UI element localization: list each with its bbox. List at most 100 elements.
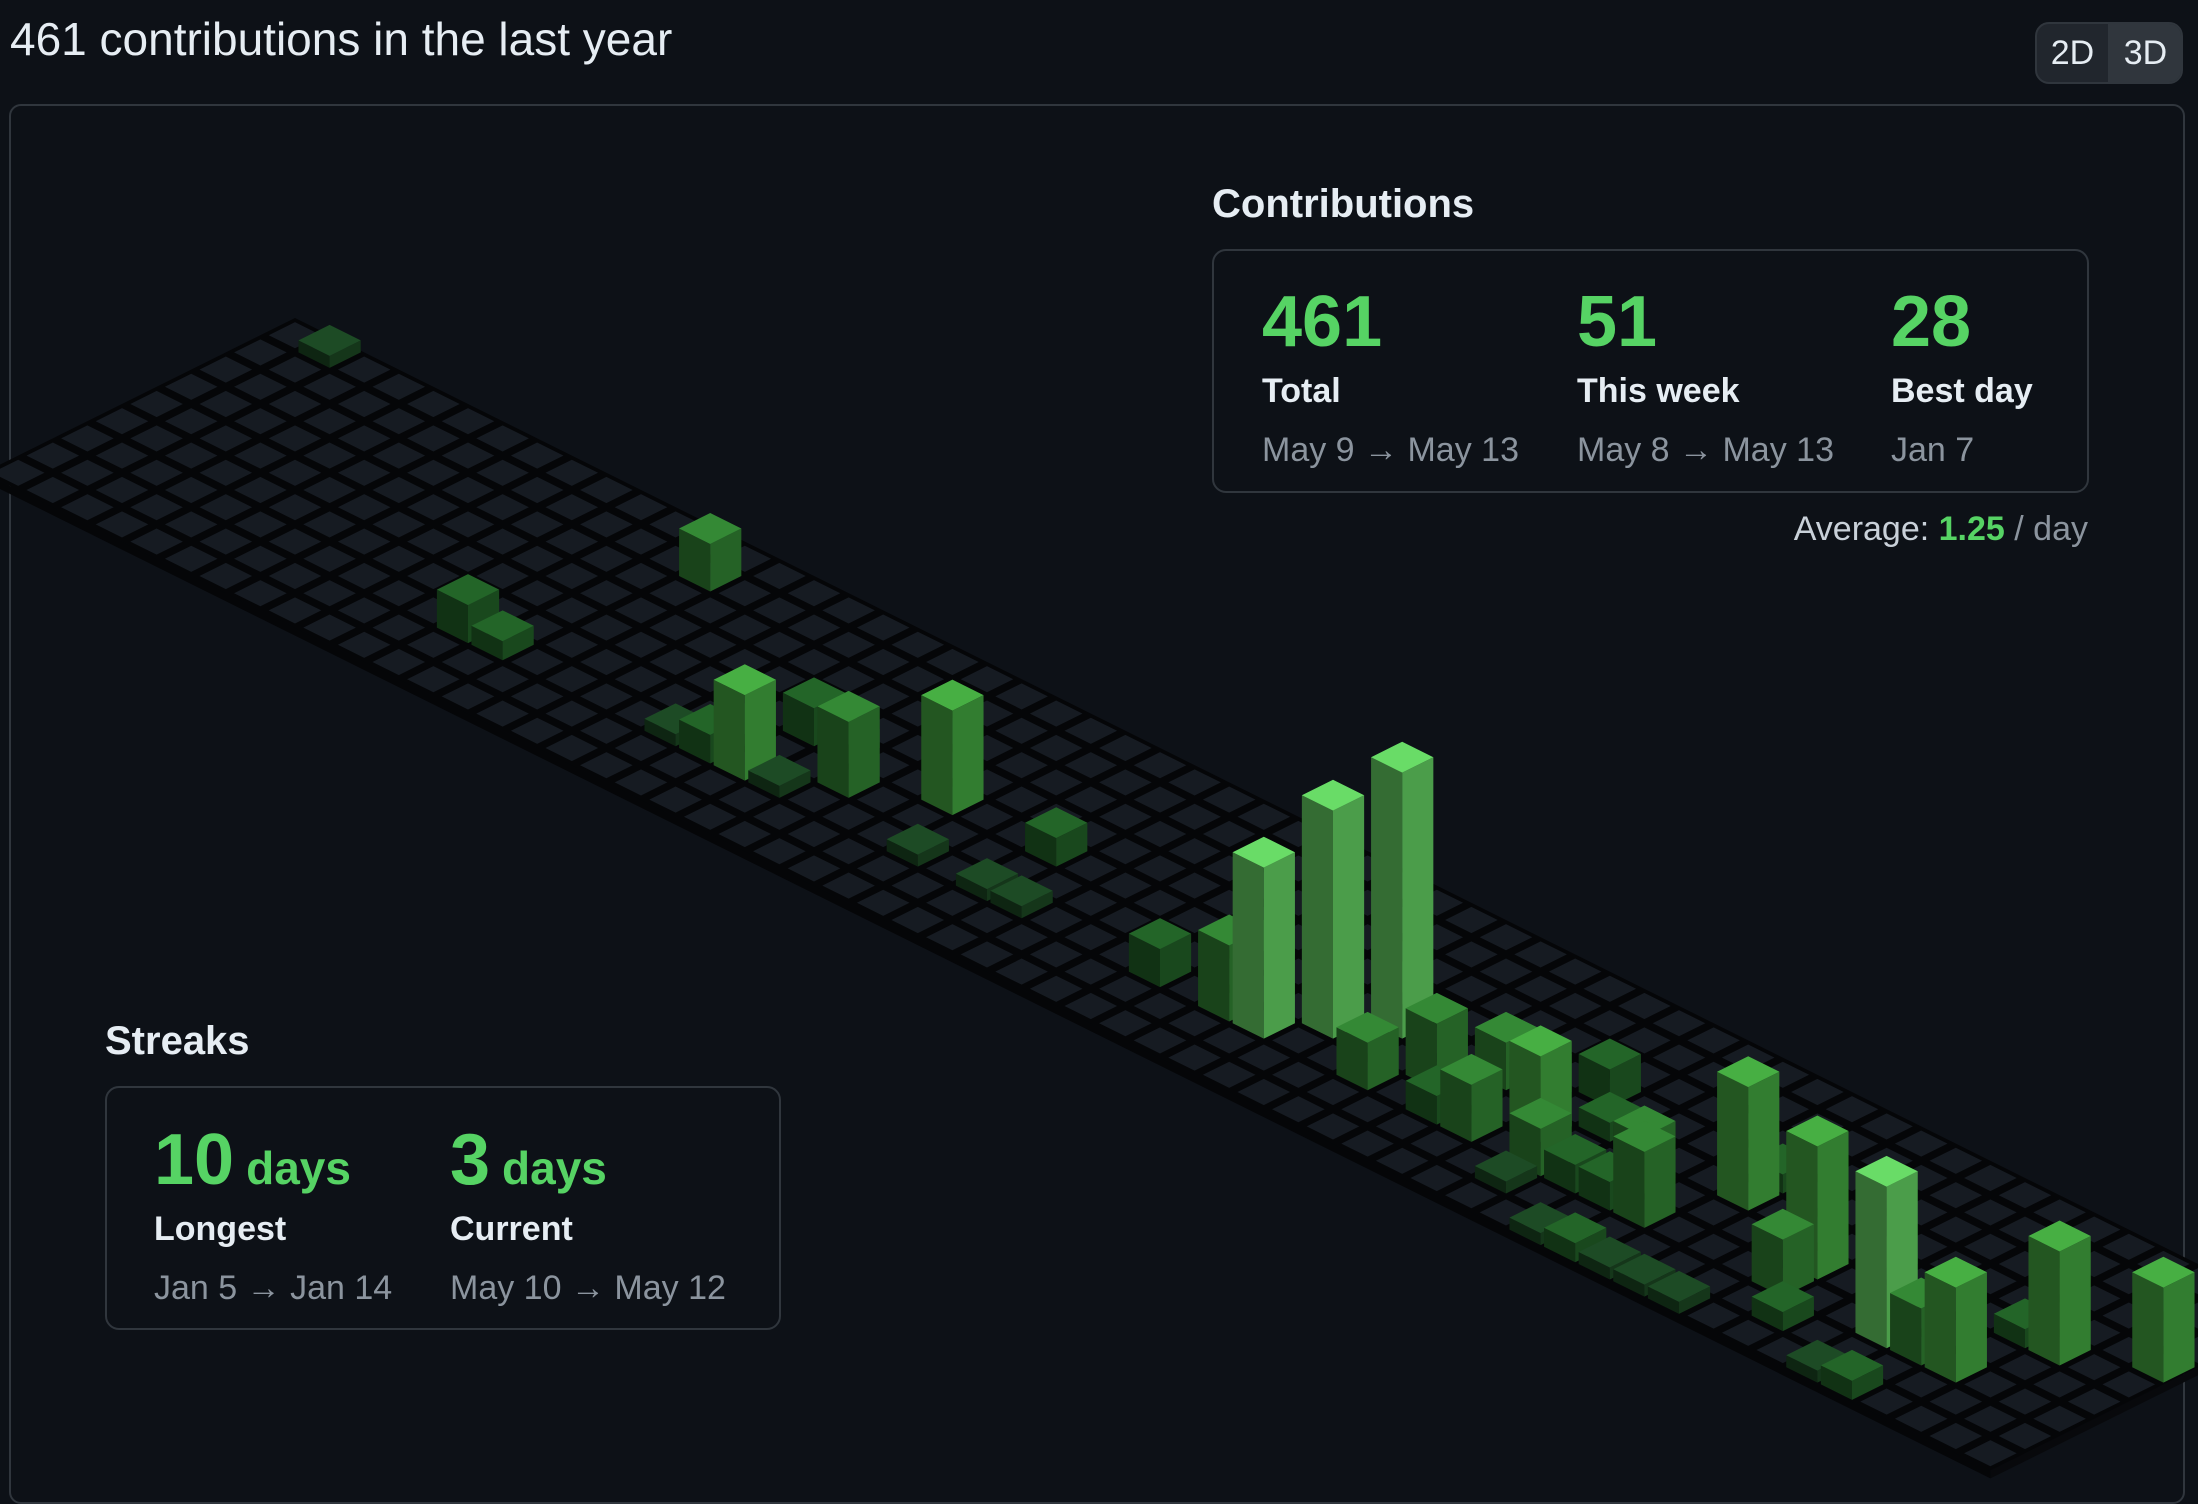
graph-tile — [718, 820, 772, 848]
best-day-stat: 28 Best day Jan 7 — [1891, 286, 2033, 470]
graph-tile — [1929, 1182, 1983, 1209]
graph-tile — [1029, 941, 1083, 968]
contribution-bar — [2132, 1256, 2195, 1383]
graph-tile — [510, 476, 564, 504]
contribution-bar — [1440, 1053, 1503, 1142]
graph-tile — [1133, 752, 1187, 779]
bar-face-front — [1647, 1286, 1679, 1314]
graph-tile — [1687, 1302, 1740, 1329]
longest-streak-range: Jan 5 → Jan 14 — [154, 1269, 393, 1307]
graph-tile — [407, 425, 460, 452]
graph-tile — [268, 494, 322, 521]
graph-tile — [476, 528, 529, 555]
contribution-bar — [1025, 807, 1088, 867]
graph-tile — [234, 511, 287, 538]
bar-face-side — [1506, 1166, 1538, 1194]
best-day-range: Jan 7 — [1891, 431, 1975, 469]
graph-tile — [1064, 992, 1118, 1020]
current-streak-value: 3 days — [450, 1124, 726, 1196]
bar-face-front — [713, 679, 745, 781]
graph-tile — [95, 408, 149, 435]
graph-tile — [1099, 838, 1152, 865]
total-label: Total — [1262, 372, 1341, 410]
graph-tile — [718, 580, 772, 607]
graph-tile — [234, 339, 287, 366]
graph-tile — [130, 459, 183, 486]
longest-streak-number: 10 — [154, 1120, 235, 1200]
graph-tile — [1168, 906, 1221, 934]
graph-tile — [303, 476, 356, 504]
graph-tile — [268, 390, 322, 418]
current-streak-unit: days — [502, 1142, 607, 1194]
graph-tile — [199, 390, 253, 418]
graph-tile — [995, 924, 1048, 951]
graph-tile — [1964, 1405, 2017, 1432]
graph-tile — [1064, 717, 1118, 744]
graph-tile — [1998, 1422, 2052, 1450]
graph-tile — [1133, 855, 1187, 882]
bar-face-front — [1890, 1293, 1922, 1366]
graph-tile — [1168, 769, 1221, 796]
graph-tile — [372, 545, 426, 572]
week-value: 51 — [1577, 282, 1658, 362]
bar-face-front — [1198, 930, 1230, 1022]
graph-tile — [995, 683, 1048, 710]
graph-tile — [1099, 1010, 1152, 1037]
bar-face-top — [298, 324, 361, 356]
graph-tile — [1687, 1130, 1740, 1157]
graph-tile — [1721, 1216, 1775, 1243]
toggle-2d-button[interactable]: 2D — [2050, 33, 2095, 72]
graph-tile — [1894, 1371, 1948, 1398]
bar-face-side — [1333, 795, 1365, 1039]
contribution-bar — [1301, 779, 1365, 1039]
graph-tile — [2033, 1371, 2086, 1398]
bar-face-side — [1367, 1027, 1399, 1091]
toggle-3d-button[interactable]: 3D — [2108, 24, 2181, 82]
graph-tile — [960, 803, 1014, 830]
graph-tile — [1099, 803, 1152, 830]
bar-face-front — [1751, 1224, 1783, 1297]
average-prefix: Average: — [1793, 510, 1930, 548]
contribution-bar — [1924, 1256, 1987, 1383]
graph-tile — [1133, 1027, 1187, 1054]
graph-tile — [960, 666, 1014, 693]
bar-face-front — [679, 719, 711, 764]
graph-tile — [1791, 1319, 1844, 1346]
graph-tile — [926, 648, 979, 676]
bar-face-front — [644, 718, 676, 747]
contribution-bar — [471, 610, 534, 661]
graph-tile — [1029, 700, 1083, 727]
graph-tile — [476, 666, 529, 693]
graph-tile — [1445, 906, 1498, 934]
week-label: This week — [1577, 372, 1740, 410]
bar-face-front — [1786, 1355, 1818, 1383]
graph-tile — [1860, 1113, 1913, 1140]
total-value: 461 — [1262, 282, 1383, 362]
graph-tile — [1341, 992, 1394, 1020]
graph-tile — [164, 442, 218, 469]
longest-streak-stat: 10 days Longest Jan 5 → Jan 14 — [154, 1124, 392, 1308]
bar-face-front — [298, 340, 330, 368]
bar-face-front — [1336, 1027, 1368, 1091]
graph-tile — [683, 597, 737, 624]
graph-tile — [1029, 975, 1083, 1002]
graph-tile — [130, 528, 183, 555]
graph-tile — [614, 597, 668, 624]
graph-tile — [337, 425, 391, 452]
longest-streak-label: Longest — [154, 1210, 287, 1248]
graph-tile — [1064, 958, 1118, 985]
graph-tile — [372, 408, 426, 435]
bar-face-front — [817, 706, 849, 798]
graph-tile — [1306, 1113, 1360, 1140]
graph-tile — [1548, 958, 1602, 985]
graph-tile — [787, 580, 841, 607]
bar-face-front — [1717, 1071, 1749, 1211]
bar-face-front — [748, 770, 780, 798]
bar-face-top — [1128, 918, 1192, 950]
current-streak-label: Current — [450, 1210, 573, 1248]
bar-face-top — [2028, 1220, 2091, 1252]
graph-tile — [891, 803, 945, 830]
graph-tile — [856, 614, 910, 641]
graph-tile — [822, 666, 875, 693]
graph-tile — [268, 459, 322, 486]
